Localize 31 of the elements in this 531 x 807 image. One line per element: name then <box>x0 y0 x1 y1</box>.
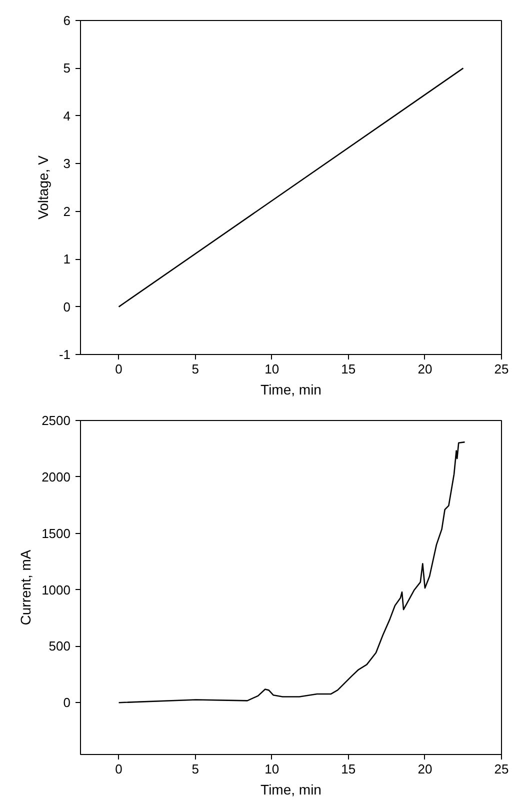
y-tick-label: 1000 <box>42 582 70 598</box>
y-tick-label: 1500 <box>42 526 70 541</box>
x-axis-title: Time, min <box>260 782 322 798</box>
x-tick-label: 25 <box>494 362 509 376</box>
x-tick-label: 5 <box>192 762 199 776</box>
y-tick-label: 1 <box>63 252 71 267</box>
x-tick-label: 15 <box>341 762 356 776</box>
x-tick-label: 10 <box>264 362 280 376</box>
y-tick-label: 2500 <box>42 413 70 428</box>
y-tick-label: 2000 <box>42 469 70 484</box>
x-tick-label: 20 <box>418 362 432 376</box>
y-tick-label: 3 <box>63 156 71 172</box>
y-tick-label: 0 <box>63 299 71 314</box>
x-tick-label: 5 <box>192 362 199 376</box>
x-tick-label: 0 <box>115 762 122 776</box>
y-tick-label: 0 <box>63 695 71 710</box>
x-axis-title: Time, min <box>260 382 322 398</box>
y-tick-label: 6 <box>63 13 71 28</box>
x-tick-label: 25 <box>494 762 509 776</box>
y-tick-label: 500 <box>48 638 71 654</box>
y-axis-title: Current, mA <box>18 549 34 626</box>
line-series <box>118 441 466 704</box>
x-tick-label: 0 <box>115 362 122 376</box>
x-tick-label: 20 <box>418 762 432 776</box>
x-tick-label: 10 <box>264 762 280 776</box>
y-tick-label: 5 <box>63 60 71 76</box>
y-tick-label: -1 <box>58 347 71 362</box>
y-tick-label: 4 <box>63 108 71 124</box>
y-tick-label: 2 <box>63 204 71 219</box>
x-tick-label: 15 <box>341 362 356 376</box>
y-axis-title: Voltage, V <box>34 154 51 220</box>
